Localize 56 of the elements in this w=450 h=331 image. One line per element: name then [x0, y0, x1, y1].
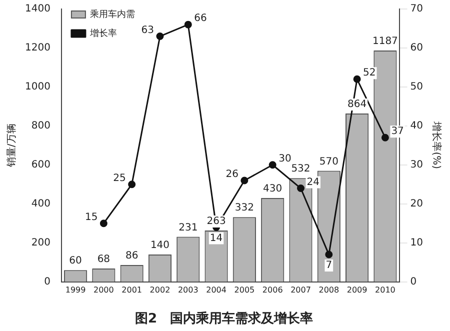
text: 图2 国内乘用车需求及增长率 [134, 310, 314, 327]
data-label: 332 [234, 202, 254, 214]
data-label: 864 [348, 99, 367, 110]
data-label: 430 [263, 184, 282, 195]
data-label: 24 [306, 176, 320, 188]
y2-tick-label: 10 [410, 237, 424, 248]
y-tick-label: 600 [31, 159, 50, 170]
data-label: 263 [206, 216, 226, 228]
data-label: 63 [141, 24, 154, 36]
y2-tick-label: 70 [410, 4, 424, 15]
x-tick-label: 2010 [375, 286, 396, 295]
data-label: 140 [150, 240, 170, 252]
data-label: 68 [97, 254, 110, 266]
data-label: 86 [125, 250, 138, 262]
y-tick-label: 1200 [24, 42, 50, 54]
legend-label: 乘用车内需 [90, 8, 135, 20]
data-label: 15 [84, 212, 98, 223]
x-tick-label: 2001 [122, 286, 142, 295]
y2-tick-label: 0 [410, 276, 417, 288]
data-label: 30 [278, 153, 292, 164]
x-tick-label: 2008 [318, 286, 340, 295]
data-label: 1187 [372, 36, 398, 48]
data-label: 532 [291, 164, 310, 175]
legend-label: 增长率 [88, 28, 117, 39]
data-label: 7 [326, 260, 332, 272]
y-tick-label: 800 [31, 120, 50, 132]
data-label: 25 [113, 172, 126, 184]
y-tick-label: 1000 [24, 82, 50, 93]
x-tick-label: 2009 [346, 286, 368, 295]
y2-axis-title: 增长率(%) [430, 120, 442, 170]
x-tick-label: 2006 [262, 286, 283, 295]
x-tick-label: 2000 [94, 286, 114, 295]
y2-tick-label: 20 [410, 198, 424, 210]
data-label: 570 [319, 156, 338, 168]
y2-tick-label: 40 [410, 120, 424, 132]
x-tick-label: 1999 [65, 286, 86, 295]
x-tick-label: 2007 [290, 286, 311, 295]
data-label: 37 [391, 126, 404, 138]
y-tick-label: 200 [31, 237, 50, 248]
data-label: 60 [69, 256, 82, 267]
data-label: 26 [226, 169, 238, 180]
y-tick-label: 1400 [24, 4, 50, 15]
y2-tick-label: 50 [410, 82, 424, 93]
y-axis-title: 销量/万辆 [6, 124, 18, 168]
x-tick-label: 2003 [178, 286, 198, 295]
y-tick-label: 400 [31, 198, 50, 210]
data-label: 66 [194, 13, 207, 24]
y-tick-label: 0 [44, 276, 50, 288]
x-tick-label: 2002 [150, 286, 170, 295]
data-label: 231 [178, 222, 198, 234]
data-label: 14 [210, 232, 223, 244]
y2-tick-label: 30 [410, 159, 424, 170]
x-tick-label: 2004 [206, 286, 226, 295]
x-tick-label: 2005 [234, 286, 255, 295]
data-label: 52 [363, 68, 376, 79]
y2-tick-label: 60 [410, 42, 424, 54]
